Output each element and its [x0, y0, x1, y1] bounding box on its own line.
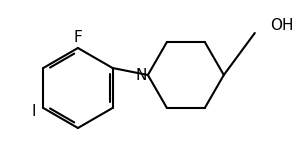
Text: I: I: [31, 105, 36, 119]
Text: OH: OH: [270, 17, 293, 33]
Text: N: N: [135, 67, 147, 83]
Text: F: F: [74, 31, 82, 45]
